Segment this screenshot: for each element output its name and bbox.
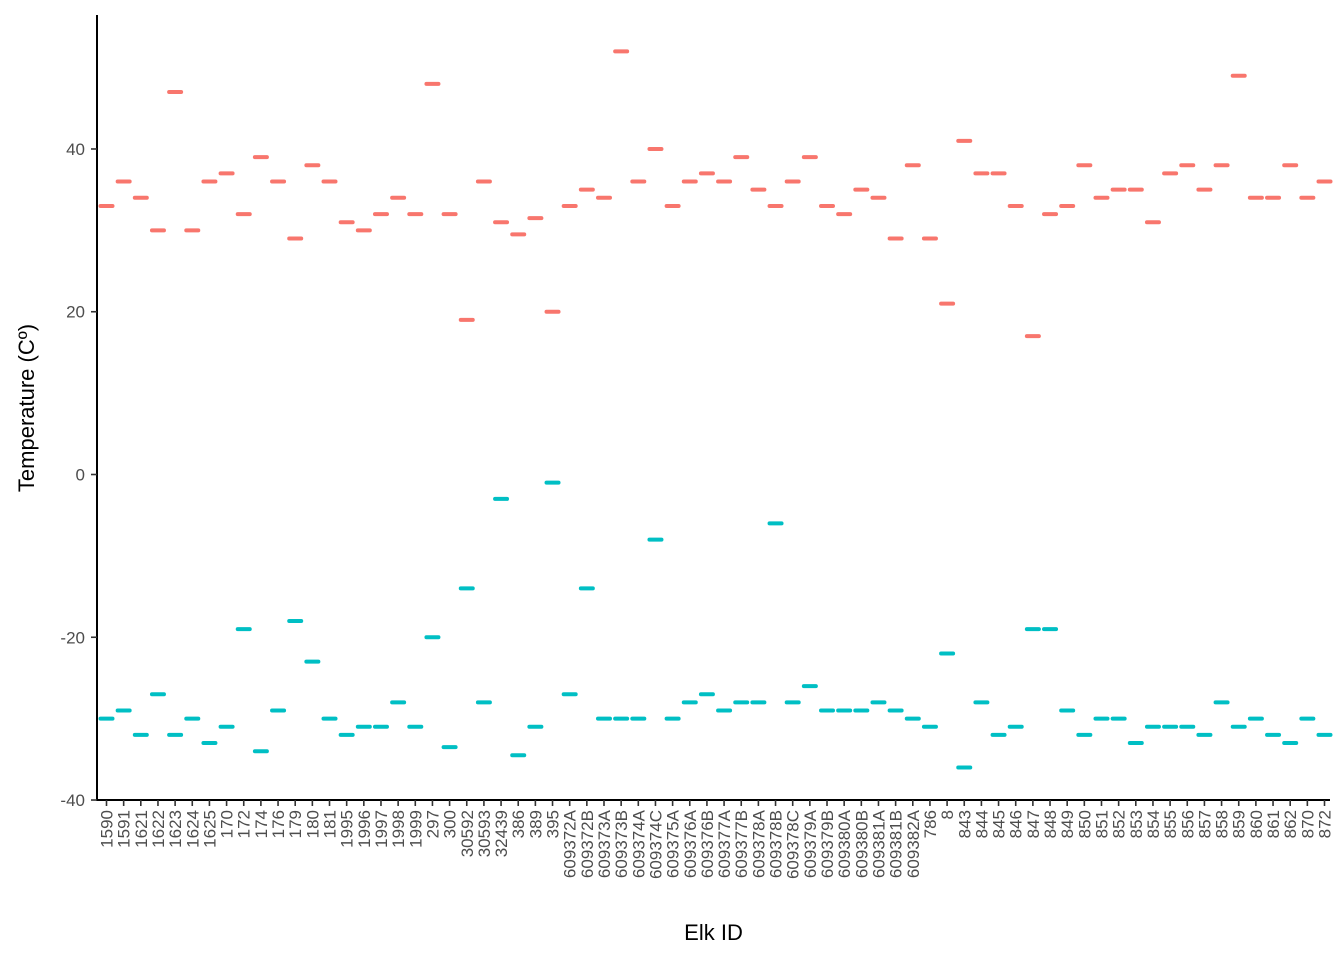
x-tick-label: 609381A [869,809,888,878]
x-tick-label: 1621 [132,810,151,848]
x-tick-label: 30593 [475,810,494,857]
x-tick-label: 845 [990,810,1009,838]
x-tick-label: 172 [235,810,254,838]
x-tick-label: 609372A [561,809,580,878]
x-tick-label: 1996 [355,810,374,848]
x-tick-label: 844 [972,810,991,838]
x-tick-label: 609381B [887,810,906,878]
x-tick-label: 609373A [595,809,614,878]
x-tick-label: 609379A [801,809,820,878]
x-tick-label: 1997 [372,810,391,848]
x-tick-label: 846 [1007,810,1026,838]
x-tick-label: 1622 [149,810,168,848]
x-tick-label: 859 [1230,810,1249,838]
x-tick-label: 847 [1024,810,1043,838]
x-tick-label: 297 [423,810,442,838]
x-tick-label: 609377B [732,810,751,878]
x-tick-label: 609380A [835,809,854,878]
x-tick-label: 609374A [629,809,648,878]
x-tick-label: 609378B [767,810,786,878]
x-tick-label: 852 [1110,810,1129,838]
x-tick-label: 181 [321,810,340,838]
x-tick-label: 609373B [612,810,631,878]
x-tick-label: 300 [441,810,460,838]
x-tick-label: 872 [1316,810,1335,838]
x-tick-label: 609380B [852,810,871,878]
x-tick-label: 1995 [338,810,357,848]
x-tick-label: 786 [921,810,940,838]
x-axis-title: Elk ID [684,920,743,945]
x-tick-label: 395 [544,810,563,838]
x-tick-label: 174 [252,810,271,838]
x-tick-label: 862 [1281,810,1300,838]
x-tick-label: 180 [303,810,322,838]
x-tick-label: 609372B [578,810,597,878]
x-tick-label: 389 [526,810,545,838]
x-tick-label: 1590 [98,810,117,848]
x-tick-label: 858 [1213,810,1232,838]
y-axis-title: Temperature (Cº) [14,324,39,492]
x-tick-label: 850 [1075,810,1094,838]
x-tick-label: 176 [269,810,288,838]
x-tick-label: 849 [1058,810,1077,838]
x-tick-label: 1624 [183,810,202,848]
x-axis: 1590159116211622162316241625170172174176… [96,799,1335,879]
x-tick-label: 853 [1127,810,1146,838]
x-tick-label: 860 [1247,810,1266,838]
x-tick-label: 857 [1195,810,1214,838]
x-tick-label: 609378A [749,809,768,878]
y-tick-label: 20 [66,303,85,322]
x-tick-label: 851 [1092,810,1111,838]
x-tick-label: 609376B [698,810,717,878]
x-tick-label: 30592 [458,810,477,857]
x-tick-label: 609379B [818,810,837,878]
y-tick-label: -20 [60,628,85,647]
x-tick-label: 1625 [200,810,219,848]
x-tick-label: 609375A [664,809,683,878]
x-tick-label: 179 [286,810,305,838]
y-tick-label: 0 [76,466,85,485]
y-tick-label: 40 [66,140,85,159]
x-tick-label: 32439 [492,810,511,857]
y-axis: -40 -20 0 20 40 [60,15,98,810]
plot-area [98,49,1333,770]
x-tick-label: 1623 [166,810,185,848]
x-tick-label: 870 [1298,810,1317,838]
x-tick-label: 856 [1178,810,1197,838]
x-tick-label: 1998 [389,810,408,848]
x-tick-label: 170 [218,810,237,838]
x-tick-label: 609378C [784,810,803,879]
x-tick-label: 848 [1041,810,1060,838]
x-tick-label: 1999 [406,810,425,848]
x-tick-label: 386 [509,810,528,838]
x-tick-label: 861 [1264,810,1283,838]
x-tick-label: 609374C [646,810,665,879]
x-tick-label: 609382A [904,809,923,878]
x-tick-label: 1591 [115,810,134,848]
x-tick-label: 8 [938,810,957,819]
x-tick-label: 843 [955,810,974,838]
x-tick-label: 609377A [715,809,734,878]
y-tick-label: -40 [60,791,85,810]
x-tick-label: 855 [1161,810,1180,838]
x-tick-label: 609376A [681,809,700,878]
x-tick-label: 854 [1144,810,1163,838]
